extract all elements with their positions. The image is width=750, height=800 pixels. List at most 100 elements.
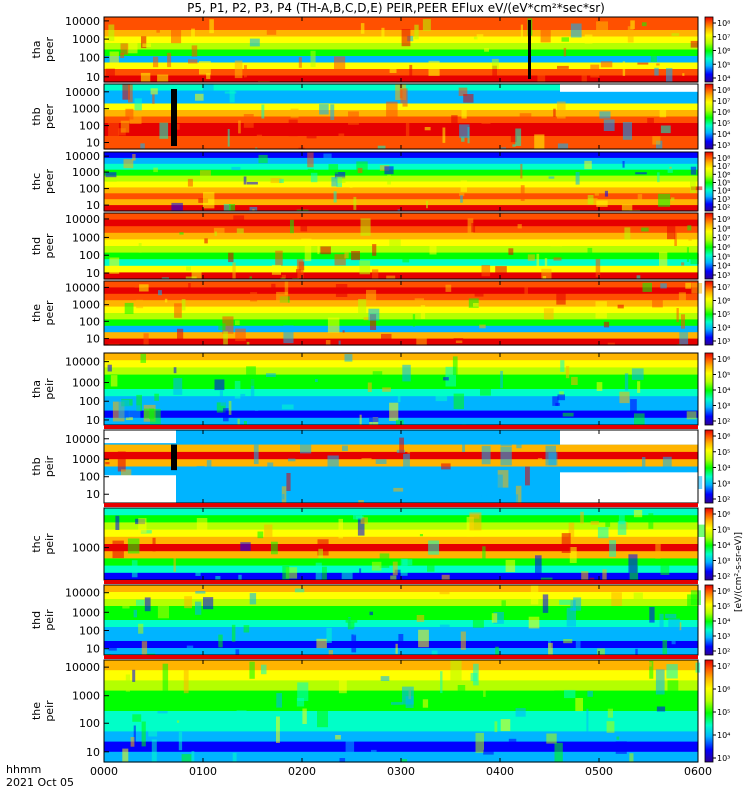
x-tick-label: 0100 — [189, 765, 217, 778]
colorbar-tick-label: 10⁶ — [717, 170, 730, 179]
colorbar-tick-label: 10⁷ — [717, 662, 730, 671]
panel-the-peir: 10000 1000 100 10 the peir 10⁷ 10⁶ 10⁵ 10⁴ 10³ — [30, 655, 730, 763]
x-label-hhmm: hhmm — [6, 763, 41, 776]
spectrogram-image — [104, 660, 701, 763]
colorbar-tick-label: 10⁶ — [717, 432, 730, 441]
spectrogram-image — [104, 281, 703, 346]
colorbar-tick-label: 10³ — [717, 271, 730, 280]
colorbar-tick-label: 10⁸ — [717, 86, 730, 95]
panel-thb-peir: 10000 1000 100 10 thb peir 10⁶ 10⁵ 10⁴ 10³ 10² — [30, 425, 730, 504]
y-tick-label: 10000 — [65, 661, 100, 674]
y-tick-label: 1000 — [72, 690, 100, 703]
colorbar-tick-label: 10³ — [717, 195, 730, 204]
colorbar-tick-label: 10⁴ — [717, 187, 730, 196]
panel-product-label: peer — [43, 104, 56, 130]
x-tick-label: 0600 — [684, 765, 712, 778]
colorbar-tick-label: 10⁹ — [717, 215, 730, 224]
colorbar-tick-label: 10⁴ — [717, 130, 730, 139]
panel-thd-peer: 10000 1000 100 10 thd peer 10⁹10⁸10⁷10⁶10⁵10⁴1… — [30, 212, 730, 280]
colorbar: 10⁸ 10⁷ 10⁶ 10⁵ 10⁴ 10³ — [704, 83, 730, 150]
colorbar-tick-label: 10⁷ — [717, 33, 730, 42]
colorbar-tick-label: 10⁸ — [717, 154, 730, 163]
spectrogram-image — [104, 508, 708, 581]
panel-product-label: peer — [43, 233, 56, 259]
y-tick-label: 1000 — [72, 377, 100, 390]
panel-the-peer: 10000 1000 100 10 the peer 10⁷ 10⁶ 10⁵ 10⁴ 10³ — [30, 280, 730, 346]
colorbar-tick-label: 10⁶ — [717, 355, 730, 364]
colorbar-tick-label: 10² — [717, 203, 730, 212]
colorbar-tick-label: 10⁶ — [717, 685, 730, 694]
y-tick-label: 10000 — [65, 281, 100, 294]
panel-tha-peer: 10000 1000 100 10 tha peer 10⁸ 10⁷ 10⁶ 10⁵ 10⁴ — [30, 15, 730, 84]
y-tick-label: 10000 — [65, 86, 100, 99]
colorbar-tick-label: 10⁵ — [717, 526, 730, 535]
panel-product-label: peir — [43, 533, 56, 555]
y-tick-label: 10 — [86, 488, 100, 501]
panel-probe-label: thb — [30, 457, 43, 475]
panel-thd-peir: 10000 1000 100 10 thd peir 10⁶ 10⁵ 10⁴ 10³ 10² — [30, 580, 730, 656]
panel-probe-label: thc — [30, 535, 43, 552]
y-tick-label: 10 — [86, 199, 100, 212]
panel-probe-label: tha — [30, 380, 43, 398]
colorbar-tick-label: 10⁴ — [717, 464, 730, 473]
colorbar-tick-label: 10³ — [717, 557, 730, 566]
y-tick-label: 1000 — [72, 542, 100, 555]
colorbar-tick-label: 10⁵ — [717, 448, 730, 457]
y-tick-label: 100 — [79, 51, 100, 64]
colorbar-tick-label: 10⁵ — [717, 60, 730, 69]
colorbar-tick-label: 10³ — [717, 754, 730, 763]
colorbar-tick-label: 10⁶ — [717, 47, 730, 56]
spectrogram-image — [104, 430, 703, 504]
panel-thb-peer: 10000 1000 100 10 thb peer 10⁸ 10⁷ 10⁶ 10⁵ 10⁴ 10³ — [30, 83, 730, 150]
colorbar-tick-label: 10⁷ — [717, 97, 730, 106]
colorbar-tick-label: 10⁷ — [717, 162, 730, 171]
colorbar: 10⁷ 10⁶ 10⁵ 10⁴ 10³ — [704, 659, 730, 763]
date-label: 2021 Oct 05 — [6, 776, 74, 789]
colorbar-tick-label: 10³ — [717, 632, 730, 641]
colorbar-tick-label: 10⁴ — [717, 731, 730, 740]
y-tick-label: 10 — [86, 643, 100, 656]
x-tick-label: 0000 — [90, 765, 118, 778]
panel-product-label: peer — [43, 300, 56, 326]
y-tick-label: 1000 — [72, 453, 100, 466]
colorbar: 10⁶ 10⁵ 10⁴ 10³ 10² — [704, 429, 730, 504]
colorbar-tick-label: 10² — [717, 572, 730, 581]
y-tick-label: 1000 — [72, 103, 100, 116]
colorbar: 10⁶ 10⁵ 10⁴ 10³ 10² — [704, 507, 730, 581]
y-tick-label: 100 — [79, 120, 100, 133]
y-tick-label: 10 — [86, 414, 100, 427]
y-tick-label: 10 — [86, 71, 100, 84]
colorbar-tick-label: 10⁸ — [717, 19, 730, 28]
colorbar: 10⁶ 10⁵ 10⁴ 10³ 10² — [704, 584, 730, 656]
spectrogram-image — [104, 213, 699, 280]
x-tick-label: 0500 — [585, 765, 613, 778]
colorbar: 10⁶ 10⁵ 10⁴ 10³ 10² — [704, 352, 730, 426]
colorbar: 10⁸ 10⁷ 10⁶ 10⁵ 10⁴ — [704, 16, 730, 83]
panel-probe-label: tha — [30, 40, 43, 58]
y-tick-label: 100 — [79, 395, 100, 408]
colorbar-tick-label: 10⁴ — [717, 74, 730, 83]
colorbar-tick-label: 10⁶ — [717, 297, 730, 306]
colorbar-tick-label: 10⁵ — [717, 371, 730, 380]
colorbar-tick-label: 10³ — [717, 141, 730, 150]
y-tick-label: 1000 — [72, 33, 100, 46]
panel-product-label: peir — [43, 609, 56, 631]
colorbar-tick-label: 10³ — [717, 402, 730, 411]
colorbar-tick-label: 10³ — [717, 479, 730, 488]
spectrogram-image — [104, 84, 698, 150]
y-tick-label: 10 — [86, 267, 100, 280]
colorbar-tick-label: 10² — [717, 417, 730, 426]
colorbar-tick-label: 10⁵ — [717, 252, 730, 261]
y-tick-label: 100 — [79, 717, 100, 730]
figure-title: P5, P1, P2, P3, P4 (TH-A,B,C,D,E) PEIR,P… — [187, 1, 605, 15]
y-tick-label: 1000 — [72, 299, 100, 312]
x-tick-label: 0200 — [288, 765, 316, 778]
y-tick-label: 10000 — [65, 213, 100, 226]
colorbar-tick-label: 10⁴ — [717, 386, 730, 395]
y-tick-label: 100 — [79, 249, 100, 262]
y-tick-label: 100 — [79, 471, 100, 484]
colorbar-tick-label: 10⁶ — [717, 243, 730, 252]
